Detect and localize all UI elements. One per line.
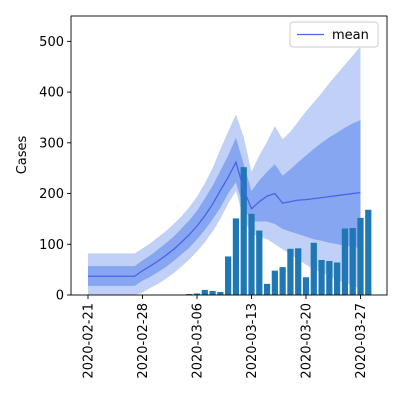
- bar-2020-03-10: [225, 256, 232, 295]
- bar-2020-03-07: [201, 289, 208, 295]
- bar-2020-03-25: [341, 228, 349, 295]
- x-tick-label-2020-03-06: 2020-03-06: [191, 303, 206, 379]
- y-tick-label-400: 400: [39, 86, 64, 101]
- bar-2020-03-24: [334, 262, 341, 295]
- legend-box: [289, 21, 379, 48]
- x-tick-label-2020-02-21: 2020-02-21: [82, 303, 97, 379]
- bar-2020-03-17: [279, 267, 286, 295]
- x-tick-label-2020-03-27: 2020-03-27: [354, 303, 369, 379]
- bar-2020-03-11: [232, 218, 240, 295]
- bar-2020-03-12: [240, 167, 247, 295]
- confidence-band-inner: [88, 119, 361, 286]
- bar-2020-03-14: [256, 230, 263, 295]
- mean-line-layer: [88, 160, 361, 277]
- bar-layer: [186, 167, 372, 295]
- y-tick-label-0: 0: [56, 289, 64, 304]
- bar-2020-03-20: [302, 277, 310, 295]
- mean-line: [88, 160, 361, 277]
- bar-2020-03-05: [186, 293, 193, 295]
- bar-2020-03-09: [217, 291, 224, 295]
- x-tick-label-2020-02-28: 2020-02-28: [136, 303, 151, 379]
- bar-2020-03-26: [349, 228, 356, 295]
- bar-2020-03-19: [295, 248, 302, 295]
- bar-2020-03-21: [310, 242, 317, 295]
- y-axis-title: Cases: [15, 135, 30, 174]
- legend: mean: [289, 21, 379, 48]
- bar-2020-03-16: [271, 270, 278, 295]
- y-tick-label-300: 300: [39, 136, 64, 151]
- bar-2020-03-08: [209, 290, 216, 295]
- bar-2020-03-28: [365, 209, 372, 295]
- plot-frame: [70, 15, 388, 296]
- bar-2020-03-15: [263, 283, 271, 295]
- y-tick-label-500: 500: [39, 35, 64, 50]
- legend-label-mean: mean: [332, 28, 369, 43]
- bar-2020-03-13: [248, 213, 255, 295]
- axes-layer: 0 100 200 300 400 500 2020-02-21 2020-02-28 2020…: [39, 15, 388, 379]
- x-tick-label-2020-03-20: 2020-03-20: [300, 303, 315, 379]
- bar-2020-03-27: [357, 217, 364, 295]
- bar-2020-03-22: [318, 259, 325, 295]
- confidence-band-inner-layer: [88, 119, 361, 286]
- bar-2020-03-23: [326, 261, 333, 295]
- x-tick-label-2020-03-13: 2020-03-13: [245, 303, 260, 379]
- y-tick-label-200: 200: [39, 187, 64, 202]
- bar-2020-03-06: [193, 293, 201, 295]
- y-tick-label-100: 100: [39, 238, 64, 253]
- bar-2020-03-18: [287, 248, 294, 295]
